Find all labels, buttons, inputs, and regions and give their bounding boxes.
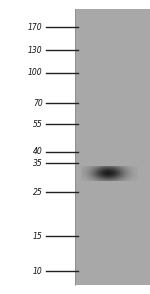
Text: 170: 170: [28, 23, 43, 31]
Text: 15: 15: [33, 232, 43, 241]
Text: 55: 55: [33, 120, 43, 129]
Text: 130: 130: [28, 46, 43, 55]
Text: 25: 25: [33, 188, 43, 197]
Text: 100: 100: [28, 68, 43, 77]
Text: 10: 10: [33, 267, 43, 276]
Text: 40: 40: [33, 147, 43, 156]
Text: 35: 35: [33, 159, 43, 168]
Text: 70: 70: [33, 99, 43, 108]
